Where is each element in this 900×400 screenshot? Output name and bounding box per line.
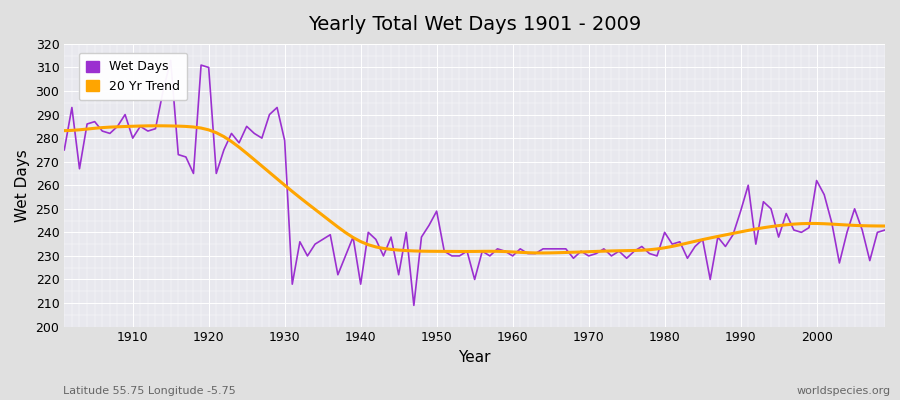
Title: Yearly Total Wet Days 1901 - 2009: Yearly Total Wet Days 1901 - 2009 xyxy=(308,15,642,34)
Text: worldspecies.org: worldspecies.org xyxy=(796,386,891,396)
Text: Latitude 55.75 Longitude -5.75: Latitude 55.75 Longitude -5.75 xyxy=(63,386,236,396)
Legend: Wet Days, 20 Yr Trend: Wet Days, 20 Yr Trend xyxy=(78,53,187,100)
X-axis label: Year: Year xyxy=(458,350,491,365)
Y-axis label: Wet Days: Wet Days xyxy=(15,149,30,222)
